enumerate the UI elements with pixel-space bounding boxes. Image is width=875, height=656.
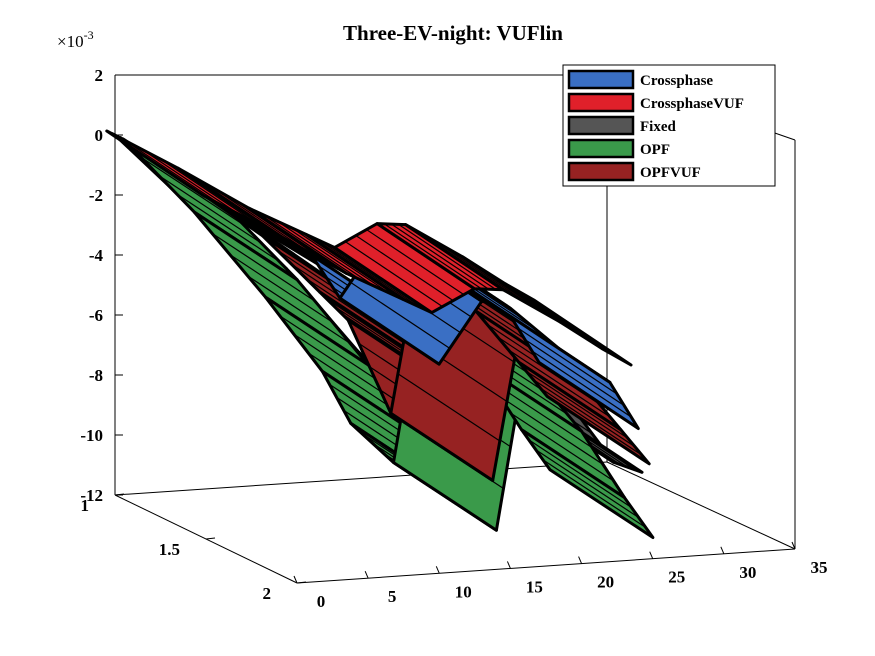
bottom-back-edge bbox=[114, 461, 608, 496]
x-tick-label: 15 bbox=[526, 577, 543, 596]
x-tick-mark bbox=[791, 541, 796, 550]
legend-swatch bbox=[567, 161, 635, 182]
mesh-line bbox=[176, 193, 280, 263]
mesh-line bbox=[277, 220, 376, 287]
mesh-line bbox=[344, 241, 443, 308]
x-tick-label: 30 bbox=[739, 563, 756, 582]
z-tick-label: -4 bbox=[89, 246, 104, 265]
mesh-line bbox=[507, 349, 611, 418]
mesh-line bbox=[542, 459, 647, 529]
y-tick-mark bbox=[205, 537, 216, 540]
mesh-line bbox=[510, 412, 615, 482]
z-tick-label: -8 bbox=[89, 366, 103, 385]
mesh-line bbox=[124, 139, 223, 206]
y-tick-mark bbox=[114, 493, 125, 496]
mesh-line bbox=[397, 373, 501, 442]
legend-swatch bbox=[567, 69, 635, 90]
mesh-line bbox=[539, 387, 643, 456]
z-tick-label: 0 bbox=[95, 126, 104, 145]
mesh-line bbox=[383, 223, 482, 290]
mesh-line bbox=[229, 254, 334, 323]
mesh-line bbox=[355, 235, 454, 302]
mesh-line bbox=[531, 350, 632, 418]
mesh-line bbox=[398, 223, 497, 290]
mesh-line bbox=[140, 156, 245, 226]
bottom-right-edge bbox=[606, 461, 796, 550]
mesh-line bbox=[142, 149, 241, 216]
z-tick-label: -6 bbox=[89, 306, 103, 325]
legend-swatch bbox=[567, 115, 635, 136]
mesh-line bbox=[511, 287, 611, 354]
x-tick-label: 20 bbox=[597, 573, 614, 592]
mesh-line bbox=[279, 315, 383, 384]
z-tick-label: -2 bbox=[89, 186, 103, 205]
mesh-line bbox=[366, 229, 465, 296]
mesh-line bbox=[532, 378, 636, 448]
mesh-line bbox=[158, 175, 262, 244]
x-tick-mark bbox=[720, 546, 725, 555]
mesh-line bbox=[526, 295, 625, 362]
legend-label: OPF bbox=[640, 142, 670, 158]
y-tick-label: 1.5 bbox=[159, 540, 180, 559]
mesh-line bbox=[319, 240, 418, 307]
mesh-line bbox=[211, 232, 316, 302]
mesh-line bbox=[499, 396, 604, 465]
mesh-line bbox=[350, 281, 451, 349]
y-tick-label: 1 bbox=[81, 496, 90, 515]
y-tick-label: 2 bbox=[263, 584, 272, 603]
x-axis-line bbox=[296, 548, 796, 584]
x-tick-mark bbox=[506, 561, 511, 569]
legend-label: Crossphase bbox=[640, 73, 713, 89]
x-tick-mark bbox=[293, 575, 298, 584]
y-tick-mark bbox=[296, 581, 307, 584]
mesh-line bbox=[230, 197, 330, 264]
chart-title: Three-EV-night: VUFlin bbox=[343, 21, 563, 45]
mesh-line bbox=[312, 237, 411, 304]
x-tick-label: 25 bbox=[668, 568, 685, 587]
x-tick-label: 5 bbox=[388, 587, 397, 606]
mesh-line bbox=[517, 327, 618, 395]
x-tick-mark bbox=[578, 556, 583, 564]
x-tick-label: 10 bbox=[455, 582, 472, 601]
mesh-line bbox=[519, 291, 618, 358]
x-tick-mark bbox=[649, 551, 654, 559]
mesh-line bbox=[433, 240, 532, 307]
mesh-line bbox=[291, 227, 390, 294]
mesh-line bbox=[535, 449, 639, 519]
mesh-line bbox=[213, 187, 312, 254]
mesh-line bbox=[391, 223, 490, 290]
surfaces bbox=[105, 129, 655, 539]
x-tick-label: 0 bbox=[317, 592, 326, 611]
z-tick-label: 2 bbox=[95, 66, 104, 85]
mesh-line bbox=[528, 439, 632, 508]
x-tick-label: 35 bbox=[811, 558, 828, 577]
legend-swatch bbox=[567, 138, 635, 159]
mesh-line bbox=[159, 158, 258, 225]
x-tick-mark bbox=[435, 566, 440, 574]
mesh-line bbox=[262, 214, 362, 281]
surface-crossphasevuf bbox=[105, 129, 633, 367]
mesh-line bbox=[525, 370, 629, 439]
x-tick-mark bbox=[364, 570, 369, 579]
legend-label: CrossphaseVUF bbox=[640, 96, 744, 112]
z-exponent-label: ×10-3 bbox=[57, 28, 94, 51]
mesh-line bbox=[419, 232, 518, 299]
mesh-line bbox=[524, 339, 625, 406]
mesh-line bbox=[195, 177, 294, 244]
legend-label: Fixed bbox=[640, 119, 676, 135]
mesh-line bbox=[247, 275, 351, 345]
legend-label: OPFVUF bbox=[640, 165, 701, 181]
z-tick-label: -10 bbox=[80, 426, 103, 445]
legend: Crossphase CrossphaseVUF Fixed OPF OPFVUF bbox=[562, 64, 776, 187]
legend-swatch bbox=[567, 92, 635, 113]
mesh-line bbox=[305, 277, 408, 346]
z-tick-label: -12 bbox=[80, 486, 103, 505]
